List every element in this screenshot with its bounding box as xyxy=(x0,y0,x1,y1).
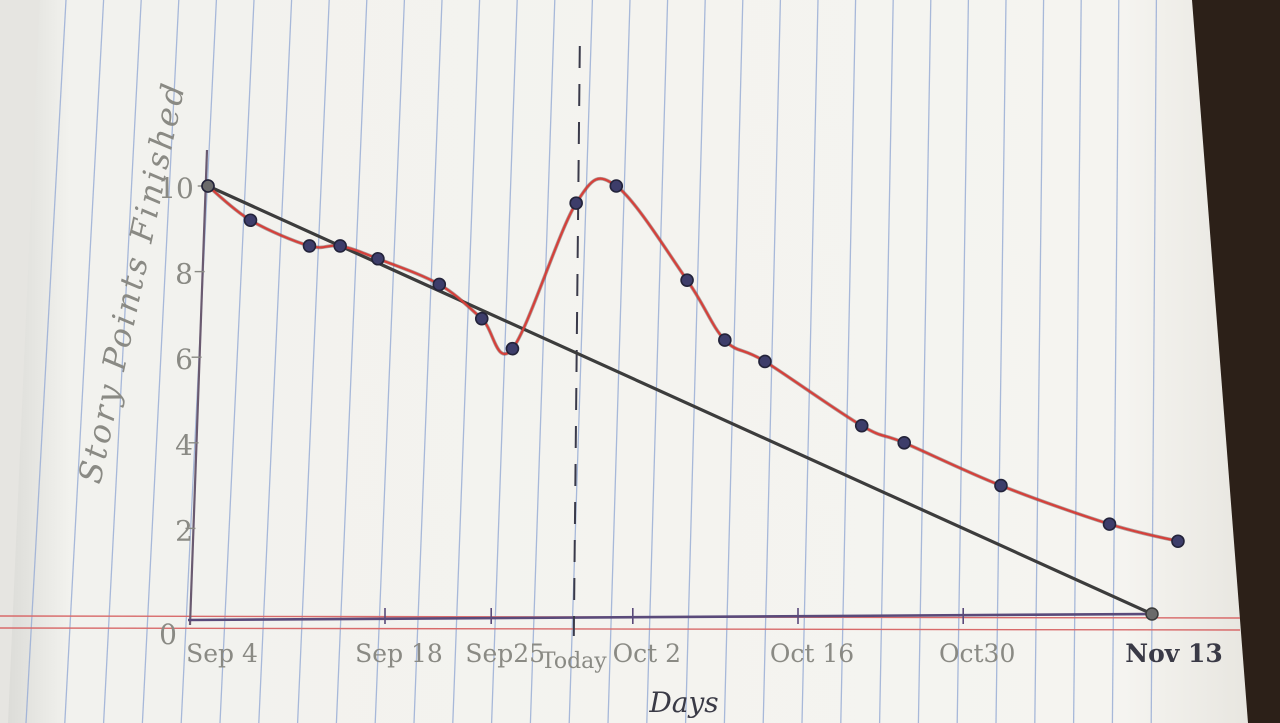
x-tick-label: Oct 2 xyxy=(613,639,681,668)
y-tick-label: 10 xyxy=(158,172,194,205)
y-tick-label: 6 xyxy=(175,343,193,376)
x-tick-marks xyxy=(384,608,965,624)
y-tick-label: 2 xyxy=(175,514,193,547)
ruling-line xyxy=(956,0,970,723)
ruling-line xyxy=(490,0,518,723)
ruling-line xyxy=(529,0,556,723)
ruling-line xyxy=(995,0,1007,723)
actual-data-point xyxy=(569,196,583,210)
ruling-line xyxy=(413,0,443,723)
ruling-line xyxy=(840,0,857,723)
ruling-line xyxy=(801,0,819,723)
ruling-line xyxy=(25,0,67,723)
y-tick-label: 0 xyxy=(159,618,177,651)
actual-data-point xyxy=(432,277,447,292)
y-tick-label: 8 xyxy=(175,258,193,291)
actual-data-point xyxy=(201,179,215,193)
y-tick-labels: 0 2 4 6 8 10 xyxy=(158,172,194,651)
actual-data-point xyxy=(680,273,694,287)
ruling-line xyxy=(878,0,894,723)
ruling-line xyxy=(684,0,706,723)
x-tick-label: Sep25 xyxy=(465,639,545,668)
x-tick-label: Oct 16 xyxy=(770,639,854,668)
ruling-line xyxy=(296,0,330,723)
actual-data-point xyxy=(718,333,732,347)
ruling-line xyxy=(374,0,406,723)
actual-data-point xyxy=(302,239,317,253)
paper-sheet xyxy=(8,0,1248,723)
actual-data-point xyxy=(474,311,489,326)
ruling-line xyxy=(258,0,293,723)
x-axis xyxy=(187,612,1153,622)
actual-data-point xyxy=(609,179,624,193)
actual-data-point xyxy=(1171,534,1185,549)
actual-data-point xyxy=(333,239,347,253)
ruling-line xyxy=(102,0,142,723)
ruling-line xyxy=(917,0,932,723)
actual-data-point xyxy=(758,354,772,369)
actual-data-point xyxy=(897,435,912,450)
ruling-line xyxy=(762,0,782,723)
actual-data-point xyxy=(505,341,520,356)
ruling-line xyxy=(607,0,631,723)
ruling-line xyxy=(1150,0,1158,723)
ruling-line xyxy=(723,0,744,723)
notebook-ruling xyxy=(25,0,1158,723)
x-tick-label: Nov 13 xyxy=(1125,639,1223,668)
actual-data-point xyxy=(994,478,1008,493)
ruling-line xyxy=(646,0,669,723)
ruling-line xyxy=(219,0,255,723)
ruling-line xyxy=(1072,0,1082,723)
x-tick-label: Oct30 xyxy=(939,639,1015,668)
actual-data-point xyxy=(1102,517,1117,531)
ruling-line xyxy=(64,0,105,723)
ruling-line xyxy=(335,0,368,723)
ideal-endpoint-marker xyxy=(1145,607,1159,621)
y-tick-label: 4 xyxy=(175,429,193,462)
x-tick-label: Sep 4 xyxy=(186,639,258,668)
actual-data-point xyxy=(371,251,385,266)
ruling-line xyxy=(141,0,180,723)
x-tick-label: Today xyxy=(541,649,607,674)
ruling-line xyxy=(1111,0,1120,723)
actual-data-point xyxy=(243,213,258,228)
ruling-line xyxy=(1034,0,1045,723)
x-tick-label: Sep 18 xyxy=(355,639,443,668)
x-axis-title: Days xyxy=(648,686,718,719)
ideal-burndown-line xyxy=(206,184,1154,616)
margin-red-line-2 xyxy=(0,627,1241,631)
actual-data-point xyxy=(854,418,869,433)
y-axis xyxy=(188,149,209,626)
ruling-line xyxy=(452,0,481,723)
ruling-line xyxy=(568,0,594,723)
marker-layer xyxy=(201,179,1185,621)
